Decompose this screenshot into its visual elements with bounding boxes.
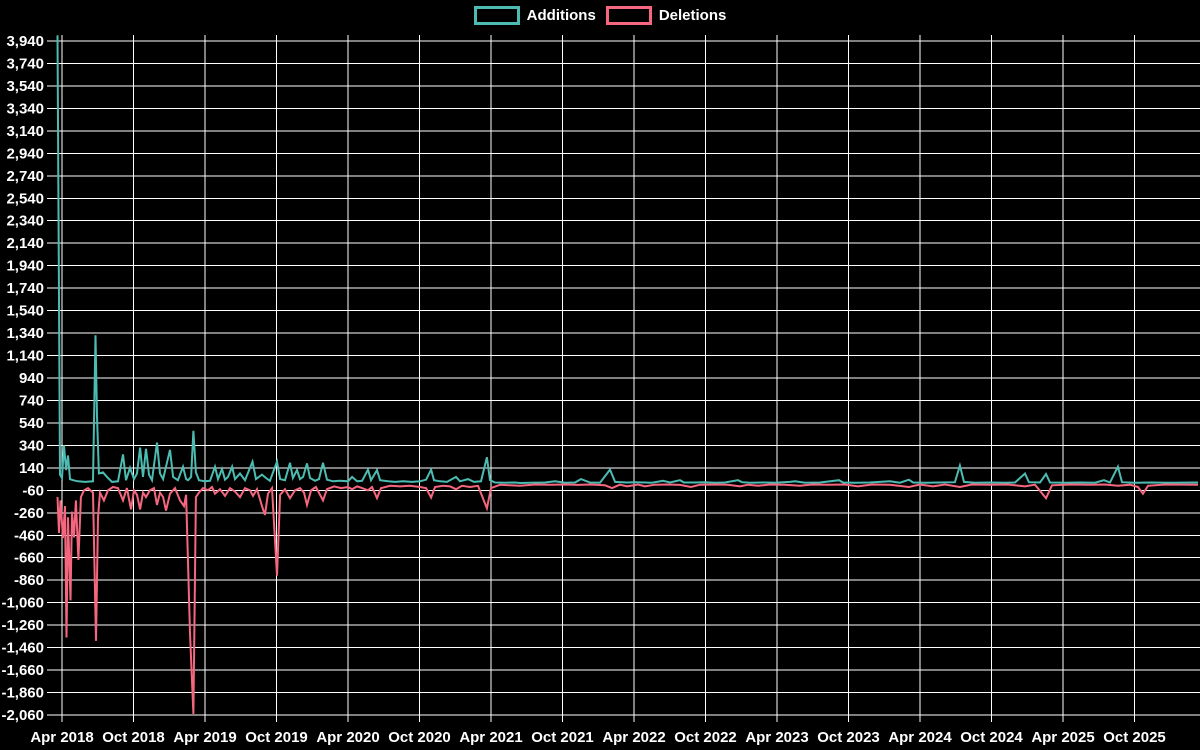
y-tick-label: 1,740 [6,280,44,297]
y-tick-label: -1,260 [1,617,44,634]
y-tick-label: 3,940 [6,33,44,50]
y-tick-label: 340 [19,437,44,454]
y-tick-label: -1,860 [1,685,44,702]
y-tick-label: -1,660 [1,662,44,679]
y-tick-label: 3,340 [6,100,44,117]
x-tick-label: Oct 2020 [388,729,451,746]
legend-label-additions: Additions [526,7,596,24]
y-tick-label: 1,540 [6,303,44,320]
y-tick-label: -1,060 [1,595,44,612]
x-tick-label: Apr 2021 [459,729,522,746]
y-tick-label: 2,340 [6,213,44,230]
y-tick-label: 2,140 [6,235,44,252]
x-tick-label: Oct 2022 [674,729,737,746]
y-tick-label: -660 [14,550,44,567]
x-tick-label: Oct 2024 [960,729,1023,746]
y-tick-label: 940 [19,370,44,387]
x-tick-label: Oct 2023 [817,729,880,746]
y-tick-label: 2,740 [6,168,44,185]
y-tick-label: -1,460 [1,640,44,657]
x-tick-label: Oct 2018 [102,729,165,746]
y-tick-label: 140 [19,460,44,477]
y-tick-label: -260 [14,505,44,522]
gridlines [47,35,1200,722]
y-tick-label: 3,540 [6,78,44,95]
x-tick-label: Apr 2025 [1031,729,1094,746]
y-tick-label: 2,940 [6,145,44,162]
x-tick-label: Apr 2023 [745,729,808,746]
additions-swatch-icon [473,6,520,25]
y-tick-label: 3,140 [6,123,44,140]
y-tick-label: 1,140 [6,348,44,365]
series-line-deletions [56,483,1199,714]
series-line-additions [56,35,1199,485]
y-tick-label: 3,740 [6,55,44,72]
axis-tick-labels: 3,940 3,740 3,540 3,340 3,140 2,940 2,740 2,540… [1,33,1165,746]
x-tick-label: Apr 2019 [173,729,236,746]
chart-legend: Additions Deletions [0,6,1200,25]
y-tick-label: 1,340 [6,325,44,342]
x-tick-label: Oct 2019 [245,729,308,746]
x-tick-label: Apr 2020 [316,729,379,746]
y-tick-label: -860 [14,572,44,589]
y-tick-label: 1,940 [6,258,44,275]
x-tick-label: Oct 2021 [531,729,594,746]
y-tick-label: 740 [19,392,44,409]
deletions-swatch-icon [605,6,652,25]
x-tick-label: Apr 2022 [602,729,665,746]
legend-label-deletions: Deletions [658,7,727,24]
x-tick-label: Apr 2018 [30,729,93,746]
y-tick-label: -460 [14,527,44,544]
legend-item-deletions[interactable]: Deletions [605,6,727,25]
x-tick-label: Oct 2025 [1103,729,1166,746]
y-tick-label: 540 [19,415,44,432]
y-tick-label: -2,060 [1,707,44,724]
x-tick-label: Apr 2024 [888,729,952,746]
legend-item-additions[interactable]: Additions [473,6,596,25]
y-tick-label: -60 [22,482,44,499]
y-tick-label: 2,540 [6,190,44,207]
